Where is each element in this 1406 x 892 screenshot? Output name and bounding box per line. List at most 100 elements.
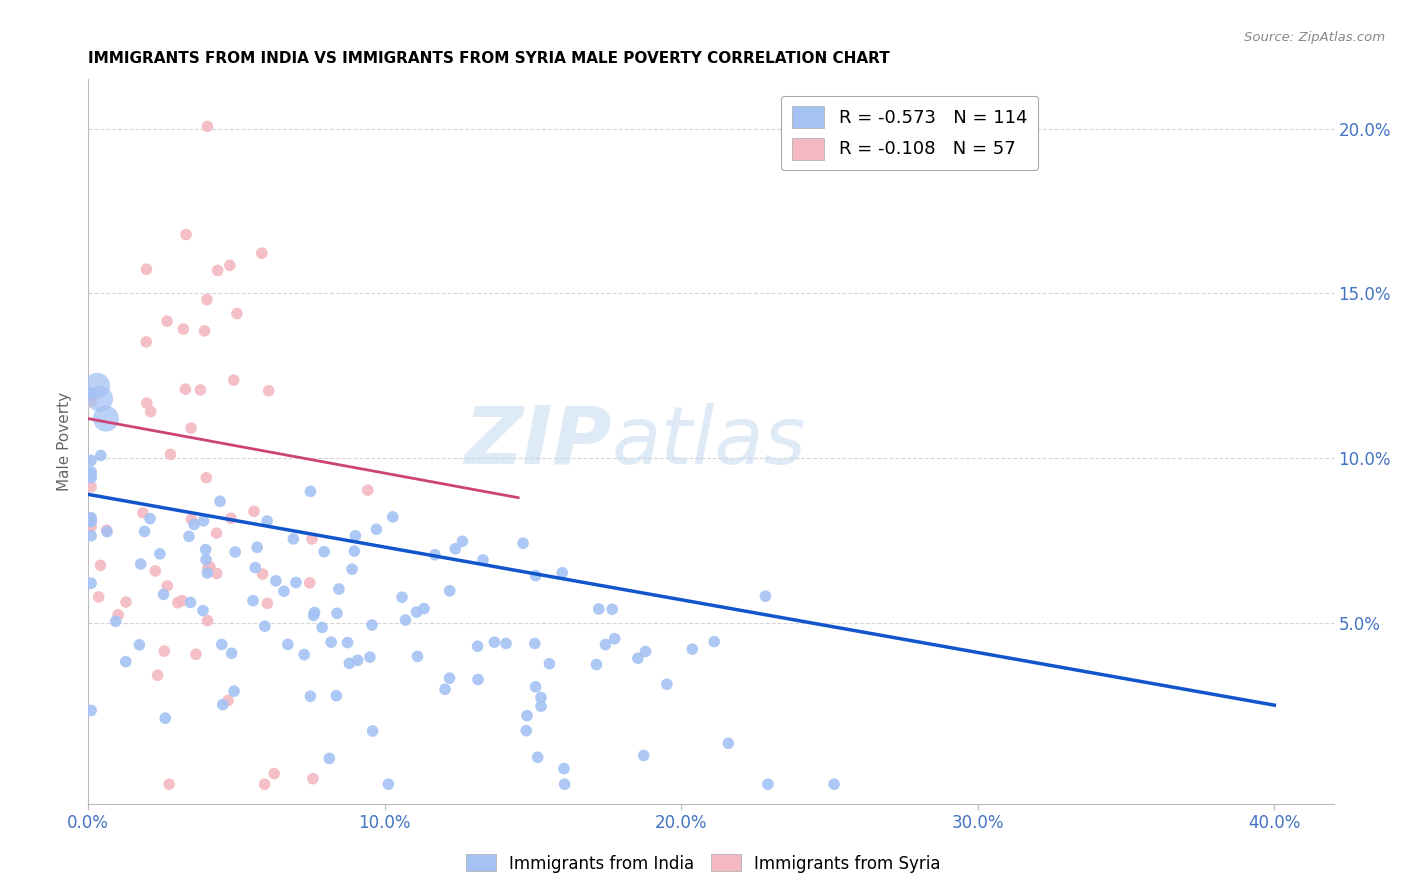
Point: [205, 566, 228, 581]
Point: [405, 605, 427, 619]
Point: [256, 596, 278, 610]
Point: [80, 467, 103, 482]
Point: [87, 590, 110, 604]
Point: [515, 723, 537, 738]
Point: [366, 522, 388, 536]
Point: [197, 561, 219, 575]
Point: [703, 634, 725, 648]
Point: [183, 517, 205, 532]
Point: [80, 514, 103, 528]
Point: [655, 677, 678, 691]
Point: [627, 651, 650, 665]
Point: [292, 648, 315, 662]
Point: [344, 529, 367, 543]
Point: [299, 689, 322, 703]
Y-axis label: Male Poverty: Male Poverty: [58, 392, 72, 491]
Point: [177, 529, 200, 543]
Point: [96, 524, 118, 539]
Point: [257, 384, 280, 398]
Point: [135, 262, 157, 277]
Point: [326, 607, 349, 621]
Point: [205, 526, 228, 541]
Point: [588, 602, 610, 616]
Point: [394, 613, 416, 627]
Point: [523, 636, 546, 650]
Point: [193, 514, 215, 528]
Point: [277, 637, 299, 651]
Point: [195, 552, 218, 566]
Point: [302, 608, 325, 623]
Point: [717, 736, 740, 750]
Point: [246, 541, 269, 555]
Point: [129, 557, 152, 571]
Point: [299, 484, 322, 499]
Text: ZIP: ZIP: [464, 402, 612, 481]
Point: [530, 690, 553, 705]
Point: [195, 471, 218, 485]
Point: [139, 511, 162, 525]
Legend: Immigrants from India, Immigrants from Syria: Immigrants from India, Immigrants from S…: [458, 847, 948, 880]
Point: [172, 322, 194, 336]
Point: [132, 506, 155, 520]
Point: [157, 777, 180, 791]
Point: [283, 532, 305, 546]
Point: [80, 510, 103, 524]
Point: [242, 593, 264, 607]
Point: [681, 642, 703, 657]
Point: [222, 373, 245, 387]
Point: [253, 619, 276, 633]
Point: [302, 772, 325, 786]
Point: [381, 510, 404, 524]
Point: [530, 699, 553, 714]
Point: [135, 396, 157, 410]
Point: [194, 542, 217, 557]
Point: [146, 668, 169, 682]
Text: IMMIGRANTS FROM INDIA VS IMMIGRANTS FROM SYRIA MALE POVERTY CORRELATION CHART: IMMIGRANTS FROM INDIA VS IMMIGRANTS FROM…: [89, 51, 890, 66]
Point: [243, 504, 266, 518]
Text: atlas: atlas: [612, 402, 806, 481]
Point: [343, 544, 366, 558]
Point: [226, 307, 249, 321]
Point: [219, 511, 242, 525]
Point: [467, 673, 489, 687]
Point: [197, 614, 219, 628]
Point: [80, 512, 103, 526]
Point: [595, 638, 617, 652]
Point: [115, 595, 138, 609]
Point: [149, 547, 172, 561]
Point: [516, 708, 538, 723]
Point: [184, 648, 207, 662]
Point: [224, 545, 246, 559]
Point: [439, 671, 461, 685]
Point: [80, 471, 103, 485]
Point: [190, 383, 212, 397]
Point: [346, 653, 368, 667]
Point: [406, 649, 429, 664]
Point: [170, 593, 193, 607]
Point: [180, 512, 202, 526]
Point: [423, 548, 446, 562]
Point: [754, 589, 776, 603]
Point: [198, 559, 221, 574]
Point: [495, 636, 517, 650]
Point: [217, 693, 239, 707]
Point: [336, 635, 359, 649]
Point: [80, 386, 103, 401]
Point: [318, 751, 340, 765]
Point: [250, 246, 273, 260]
Point: [155, 711, 177, 725]
Point: [361, 724, 384, 739]
Point: [512, 536, 534, 550]
Point: [89, 392, 111, 406]
Point: [304, 606, 326, 620]
Point: [298, 575, 321, 590]
Point: [603, 632, 626, 646]
Point: [314, 544, 336, 558]
Point: [94, 411, 117, 425]
Point: [311, 620, 333, 634]
Legend: R = -0.573   N = 114, R = -0.108   N = 57: R = -0.573 N = 114, R = -0.108 N = 57: [782, 95, 1038, 170]
Point: [264, 574, 287, 588]
Point: [551, 566, 574, 580]
Point: [107, 607, 129, 622]
Point: [377, 777, 399, 791]
